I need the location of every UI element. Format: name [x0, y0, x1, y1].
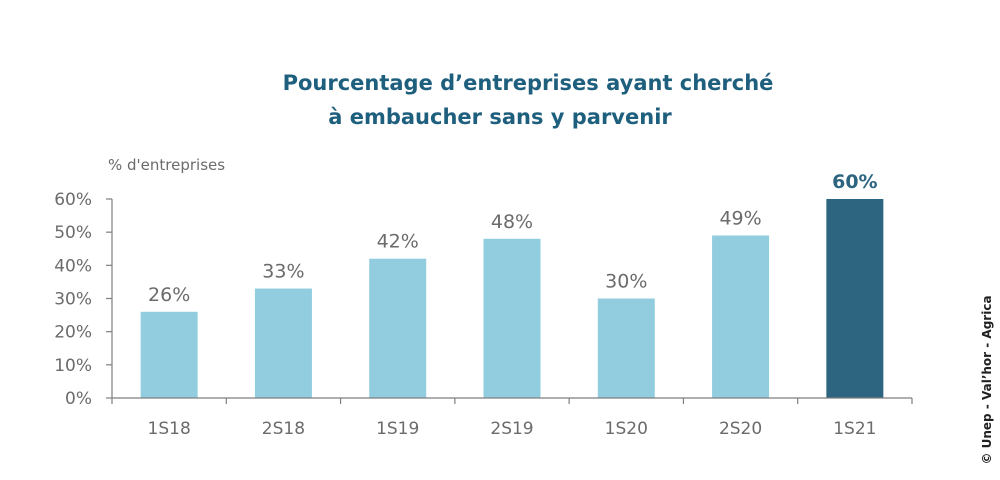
data-label: 49%	[719, 207, 761, 229]
data-label: 60%	[832, 171, 877, 193]
y-tick-label: 20%	[54, 323, 92, 343]
data-label: 30%	[605, 271, 647, 293]
bar	[597, 298, 655, 398]
copyright-credit: © Unep - Val’hor - Agrica	[980, 295, 994, 464]
y-axis-label: % d'entreprises	[108, 156, 225, 174]
plot-area: 0% 10% 20% 30% 40% 50% 60% 26% 1S18 33% 2S18 42% 1S1…	[54, 171, 913, 439]
x-tick-label: 1S20	[605, 419, 648, 439]
y-tick-label: 0%	[65, 389, 92, 409]
chart-title-line-1: Pourcentage d’entreprises ayant cherché	[283, 71, 774, 95]
bar	[712, 235, 770, 398]
chart-title-line-2: à embaucher sans y parvenir	[328, 105, 672, 129]
x-tick-label: 1S19	[376, 419, 419, 439]
bar	[140, 311, 198, 398]
y-tick-label: 30%	[54, 290, 92, 310]
bar	[483, 238, 541, 398]
data-label: 42%	[377, 231, 419, 253]
bar	[369, 258, 427, 398]
y-tick-label: 50%	[54, 223, 92, 243]
y-tick-label: 40%	[54, 256, 92, 276]
y-tick-label: 60%	[54, 190, 92, 210]
x-tick-label: 2S18	[262, 419, 305, 439]
bar	[254, 288, 312, 398]
x-tick-label: 2S20	[719, 419, 762, 439]
y-tick-label: 10%	[54, 356, 92, 376]
x-tick-label: 2S19	[490, 419, 533, 439]
data-label: 26%	[148, 284, 190, 306]
x-tick-label: 1S18	[148, 419, 191, 439]
x-tick-label: 1S21	[833, 419, 876, 439]
data-label: 48%	[491, 211, 533, 233]
data-label: 33%	[262, 261, 304, 283]
bar	[826, 199, 884, 398]
